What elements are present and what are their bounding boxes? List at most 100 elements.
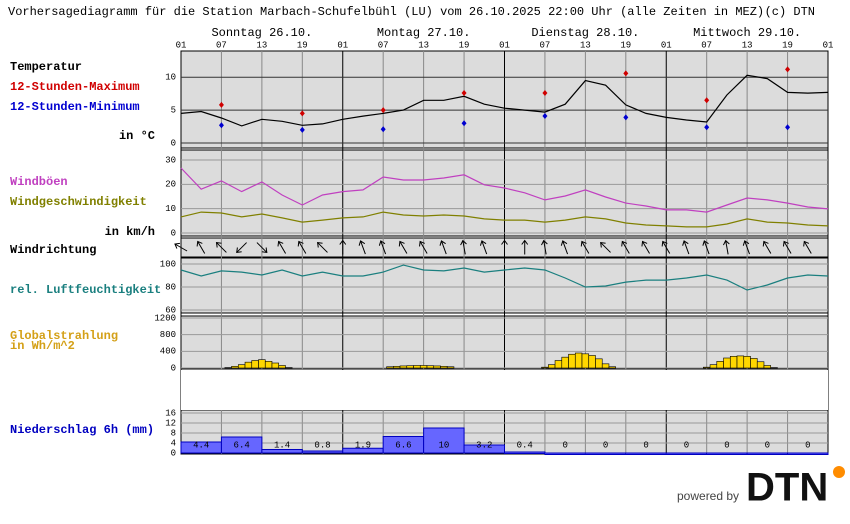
data-label: 4.4 bbox=[193, 440, 209, 450]
data-label: 0 bbox=[562, 440, 567, 450]
wind-arrow bbox=[479, 240, 488, 255]
data-label: 0 bbox=[805, 440, 810, 450]
data-label: 6.6 bbox=[395, 440, 411, 450]
wind-arrow bbox=[661, 240, 671, 254]
wind-arrow bbox=[742, 240, 750, 255]
wind-arrow bbox=[398, 240, 408, 254]
x-tick-label: 07 bbox=[540, 40, 551, 50]
y-tick-label: 1200 bbox=[154, 313, 176, 323]
bar bbox=[716, 361, 724, 369]
bar bbox=[763, 365, 772, 369]
y-tick-label: 800 bbox=[160, 330, 176, 340]
point bbox=[785, 66, 791, 73]
bar bbox=[703, 366, 711, 369]
bar bbox=[463, 444, 505, 454]
bar bbox=[264, 361, 273, 369]
wind-arrow bbox=[762, 240, 772, 254]
wind-arrow bbox=[439, 240, 447, 255]
bar bbox=[584, 452, 627, 455]
bar bbox=[278, 365, 286, 369]
bar bbox=[746, 452, 789, 455]
bar bbox=[568, 353, 576, 369]
bar bbox=[608, 366, 617, 369]
x-tick-label: 01 bbox=[499, 40, 510, 50]
wind-arrow bbox=[722, 239, 730, 255]
point bbox=[542, 90, 548, 97]
day-label: Montag 27.10. bbox=[377, 26, 471, 40]
wind-arrow bbox=[600, 241, 611, 253]
wind-arrow bbox=[256, 242, 268, 254]
wind-arrow bbox=[580, 240, 590, 254]
bar bbox=[423, 427, 465, 454]
wind-arrow bbox=[174, 242, 188, 252]
panel-title: Globalstrahlung bbox=[10, 329, 118, 343]
x-tick-label: 13 bbox=[742, 40, 753, 50]
wind-arrow bbox=[560, 240, 569, 255]
point bbox=[623, 70, 629, 77]
wind-arrow bbox=[521, 239, 529, 255]
bar bbox=[271, 362, 280, 369]
x-tick-label: 07 bbox=[378, 40, 389, 50]
bar bbox=[541, 366, 549, 369]
credit: (c) DTN bbox=[765, 5, 815, 19]
wind-arrow bbox=[358, 240, 366, 255]
bar bbox=[220, 436, 263, 454]
bar bbox=[301, 450, 344, 454]
data-label: 0 bbox=[643, 440, 648, 450]
day-label: Sonntag 26.10. bbox=[211, 26, 312, 40]
wind-arrow bbox=[541, 239, 548, 255]
legend-label: 12-Stunden-Minimum bbox=[10, 100, 140, 114]
x-tick-label: 19 bbox=[782, 40, 793, 50]
bar bbox=[548, 364, 556, 369]
x-tick-label: 01 bbox=[661, 40, 672, 50]
panel-title: Niederschlag 6h (mm) bbox=[10, 423, 154, 437]
wind-arrow bbox=[215, 241, 227, 253]
wind-arrow bbox=[277, 240, 287, 254]
bar bbox=[787, 452, 829, 455]
bar bbox=[426, 365, 435, 369]
bar bbox=[665, 452, 708, 455]
data-label: 10 bbox=[438, 440, 449, 450]
x-tick-label: 13 bbox=[418, 40, 429, 50]
y-tick-label: 12 bbox=[165, 418, 176, 428]
wind-arrow bbox=[460, 239, 467, 255]
data-label: 0 bbox=[724, 440, 729, 450]
bar bbox=[729, 356, 738, 369]
bar bbox=[706, 452, 748, 455]
bar bbox=[251, 360, 259, 369]
data-label: 0 bbox=[603, 440, 608, 450]
bar bbox=[723, 357, 731, 369]
point bbox=[785, 124, 791, 131]
y-tick-label: 60 bbox=[165, 305, 176, 315]
panel-title: rel. Luftfeuchtigkeit bbox=[10, 283, 161, 297]
y-tick-label: 0 bbox=[171, 363, 176, 373]
panel-title: Windrichtung bbox=[10, 243, 96, 257]
y-tick-label: 400 bbox=[160, 347, 176, 357]
bar bbox=[446, 366, 455, 369]
x-tick-label: 19 bbox=[620, 40, 631, 50]
bar bbox=[561, 356, 569, 369]
y-tick-label: 0 bbox=[171, 138, 176, 148]
x-tick-label: 19 bbox=[459, 40, 470, 50]
bar bbox=[440, 366, 448, 369]
point bbox=[380, 126, 386, 133]
data-label: 1.4 bbox=[274, 440, 290, 450]
line bbox=[180, 74, 829, 127]
wind-arrow bbox=[803, 240, 812, 254]
wind-arrow bbox=[501, 239, 508, 255]
x-tick-label: 07 bbox=[701, 40, 712, 50]
bar bbox=[709, 364, 718, 369]
bar bbox=[386, 366, 394, 369]
y-tick-label: 4 bbox=[171, 438, 176, 448]
data-label: 0 bbox=[684, 440, 689, 450]
point bbox=[380, 107, 386, 114]
y-tick-label: 5 bbox=[171, 106, 176, 116]
data-label: 1.9 bbox=[355, 440, 371, 450]
bar bbox=[544, 452, 586, 455]
powered-by: powered by bbox=[677, 489, 739, 503]
point bbox=[218, 122, 224, 129]
bar bbox=[413, 365, 421, 369]
data-label: 0.8 bbox=[314, 440, 330, 450]
bar bbox=[736, 355, 745, 369]
